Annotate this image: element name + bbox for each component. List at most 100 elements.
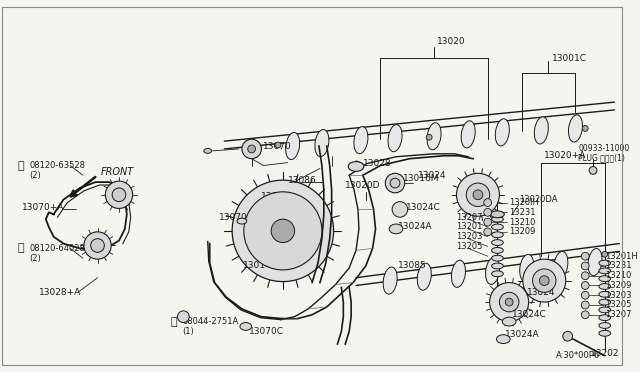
Text: 13070A: 13070A — [218, 213, 253, 222]
Text: 13207: 13207 — [456, 213, 483, 222]
Circle shape — [466, 183, 490, 206]
Ellipse shape — [599, 283, 611, 289]
Text: 13203: 13203 — [456, 232, 483, 241]
Text: 13020+A: 13020+A — [544, 151, 586, 160]
Ellipse shape — [520, 254, 534, 282]
Text: 13070+A: 13070+A — [22, 203, 64, 212]
Text: 13024A: 13024A — [398, 222, 433, 231]
Circle shape — [563, 331, 573, 341]
Ellipse shape — [588, 248, 602, 276]
Circle shape — [484, 199, 492, 206]
Circle shape — [426, 134, 432, 140]
Circle shape — [540, 276, 549, 285]
Text: A:30*00P6: A:30*00P6 — [556, 351, 600, 360]
Text: 13201H: 13201H — [605, 252, 637, 261]
Text: (1): (1) — [182, 327, 194, 336]
Circle shape — [248, 145, 255, 153]
Circle shape — [232, 180, 333, 282]
Circle shape — [484, 228, 492, 236]
Circle shape — [581, 301, 589, 309]
Text: 08044-2751A: 08044-2751A — [182, 317, 239, 326]
Ellipse shape — [491, 211, 504, 218]
Ellipse shape — [534, 117, 548, 144]
Ellipse shape — [599, 323, 611, 328]
Text: 1320lH: 1320lH — [509, 198, 539, 207]
Circle shape — [271, 219, 294, 243]
Circle shape — [390, 178, 400, 188]
Circle shape — [385, 173, 404, 193]
Ellipse shape — [388, 125, 402, 152]
Text: (2): (2) — [29, 254, 41, 263]
Ellipse shape — [492, 263, 503, 269]
Circle shape — [275, 142, 281, 148]
Ellipse shape — [315, 129, 329, 157]
Ellipse shape — [492, 232, 503, 238]
Ellipse shape — [599, 291, 611, 297]
Text: PLUG プラグ(1): PLUG プラグ(1) — [579, 153, 625, 162]
Ellipse shape — [492, 255, 503, 261]
Text: 13024: 13024 — [527, 288, 556, 297]
Text: 08120-63528: 08120-63528 — [29, 161, 85, 170]
Text: 13205: 13205 — [456, 242, 483, 251]
Circle shape — [581, 282, 589, 289]
Circle shape — [581, 272, 589, 280]
Ellipse shape — [492, 247, 503, 253]
Circle shape — [582, 125, 588, 131]
Text: 13028: 13028 — [363, 159, 392, 168]
Text: 13024C: 13024C — [512, 310, 547, 319]
Text: 13001C: 13001C — [552, 54, 587, 63]
Circle shape — [242, 139, 261, 159]
Text: 13202: 13202 — [591, 349, 620, 358]
Circle shape — [392, 202, 408, 217]
Text: 13028+A: 13028+A — [39, 288, 81, 297]
Text: 00933-11000: 00933-11000 — [579, 144, 630, 153]
Text: 13020DA: 13020DA — [519, 195, 557, 204]
Text: 13024: 13024 — [417, 171, 446, 180]
Ellipse shape — [383, 267, 397, 294]
Text: 13209: 13209 — [509, 227, 536, 236]
Ellipse shape — [486, 257, 500, 285]
Ellipse shape — [427, 123, 441, 150]
Text: Ⓑ: Ⓑ — [17, 243, 24, 253]
Text: 13020: 13020 — [437, 37, 466, 46]
Circle shape — [589, 167, 597, 174]
Ellipse shape — [599, 315, 611, 321]
Text: 13024C: 13024C — [406, 203, 440, 212]
Circle shape — [581, 311, 589, 319]
Text: (2): (2) — [29, 171, 41, 180]
Text: 13024A: 13024A — [505, 330, 540, 339]
Ellipse shape — [204, 148, 212, 153]
Ellipse shape — [348, 161, 364, 171]
Ellipse shape — [237, 218, 247, 224]
Circle shape — [473, 190, 483, 200]
Ellipse shape — [568, 115, 582, 142]
Text: 13085: 13085 — [398, 262, 427, 270]
Text: 13203: 13203 — [605, 291, 631, 300]
Ellipse shape — [285, 132, 300, 160]
Circle shape — [112, 188, 126, 202]
Ellipse shape — [451, 260, 465, 287]
Ellipse shape — [492, 271, 503, 277]
Text: 13016M: 13016M — [403, 174, 439, 183]
Ellipse shape — [502, 317, 516, 326]
Ellipse shape — [492, 224, 503, 230]
Text: 13207: 13207 — [605, 310, 631, 319]
Circle shape — [499, 292, 519, 312]
Text: 13014G: 13014G — [243, 262, 278, 270]
Circle shape — [484, 218, 492, 226]
Ellipse shape — [417, 263, 431, 290]
Circle shape — [505, 298, 513, 306]
Text: 13070: 13070 — [263, 141, 292, 151]
Ellipse shape — [599, 330, 611, 336]
Circle shape — [106, 181, 132, 208]
Text: 13210: 13210 — [509, 218, 536, 227]
Ellipse shape — [599, 307, 611, 313]
Circle shape — [84, 232, 111, 259]
Ellipse shape — [240, 323, 252, 330]
Ellipse shape — [554, 251, 568, 279]
Ellipse shape — [599, 260, 611, 266]
Ellipse shape — [389, 224, 403, 234]
Circle shape — [532, 269, 556, 292]
Circle shape — [602, 251, 607, 257]
Ellipse shape — [599, 268, 611, 274]
